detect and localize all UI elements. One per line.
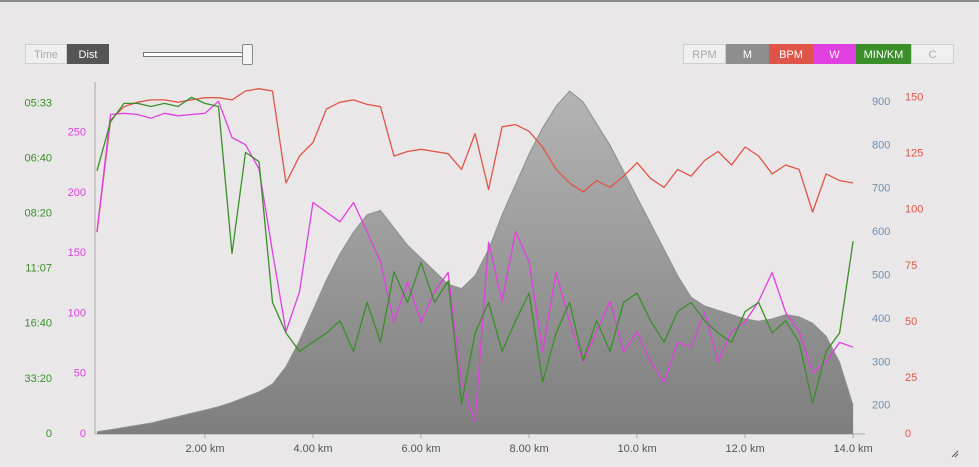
y-tick-label: 100 xyxy=(905,204,923,216)
area-fill xyxy=(97,91,854,434)
y-tick-label: 50 xyxy=(905,316,917,328)
x-tick-label: 14.0 km xyxy=(834,443,873,455)
x-tick-label: 12.0 km xyxy=(726,443,765,455)
x-tick-label: 10.0 km xyxy=(618,443,657,455)
series-line xyxy=(96,88,854,233)
y-tick-label: 800 xyxy=(872,139,890,151)
series-line xyxy=(96,96,854,405)
metric-button[interactable]: W xyxy=(813,44,856,64)
y-tick-label: 150 xyxy=(68,247,86,259)
resize-handle[interactable] xyxy=(951,450,959,458)
y-tick-label: 150 xyxy=(905,92,923,104)
x-tick-label: 2.00 km xyxy=(185,443,224,455)
y-tick-label: 08:20 xyxy=(24,208,52,220)
y-tick-label: 300 xyxy=(872,356,890,368)
y-tick-label: 33:20 xyxy=(24,373,52,385)
y-tick-label: 0 xyxy=(46,428,52,440)
y-tick-label: 200 xyxy=(872,400,890,412)
y-tick-label: 25 xyxy=(905,372,917,384)
y-tick-label: 400 xyxy=(872,313,890,325)
y-tick-label: 100 xyxy=(68,307,86,319)
y-tick-label: 0 xyxy=(905,428,911,440)
y-tick-label: 05:33 xyxy=(24,97,52,109)
metric-button[interactable]: M xyxy=(726,44,769,64)
y-tick-label: 16:40 xyxy=(24,318,52,330)
area-edge xyxy=(96,90,854,433)
y-tick-label: 900 xyxy=(872,96,890,108)
y-tick-label: 200 xyxy=(68,187,86,199)
y-tick-label: 250 xyxy=(68,127,86,139)
y-tick-label: 125 xyxy=(905,148,923,160)
metric-button[interactable]: MIN/KM xyxy=(856,44,911,64)
slider-handle[interactable] xyxy=(242,44,253,65)
y-tick-label: 50 xyxy=(74,368,86,380)
x-tick-label: 4.00 km xyxy=(293,443,332,455)
y-tick-label: 11:07 xyxy=(25,263,52,275)
y-tick-label: 500 xyxy=(872,269,890,281)
metric-button[interactable]: RPM xyxy=(683,44,726,64)
mode-button[interactable]: Dist xyxy=(67,44,109,64)
x-tick-label: 6.00 km xyxy=(401,443,440,455)
metric-button[interactable]: C xyxy=(911,44,954,64)
y-tick-label: 75 xyxy=(905,260,917,272)
metric-button[interactable]: BPM xyxy=(769,44,813,64)
mode-button[interactable]: Time xyxy=(25,44,67,64)
y-tick-label: 06:40 xyxy=(24,152,52,164)
y-tick-label: 0 xyxy=(80,428,86,440)
x-tick-label: 8.00 km xyxy=(509,443,548,455)
y-tick-label: 700 xyxy=(872,183,890,195)
y-tick-label: 600 xyxy=(872,226,890,238)
series-line xyxy=(96,100,854,423)
